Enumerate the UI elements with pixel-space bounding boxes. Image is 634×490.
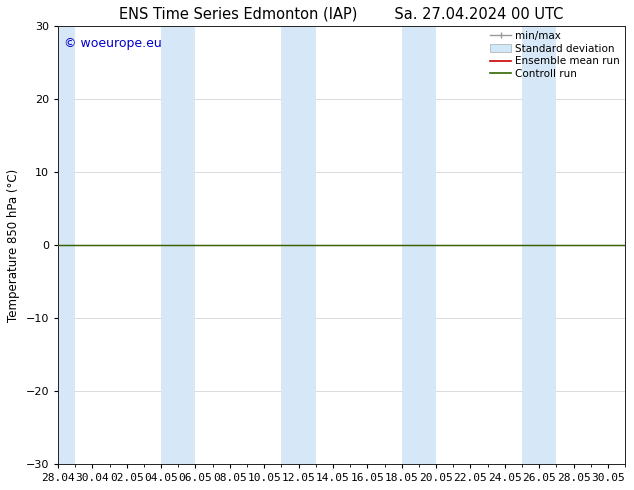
Y-axis label: Temperature 850 hPa (°C): Temperature 850 hPa (°C) [7,169,20,321]
Bar [522,26,557,464]
Text: © woeurope.eu: © woeurope.eu [63,37,162,50]
Title: ENS Time Series Edmonton (IAP)        Sa. 27.04.2024 00 UTC: ENS Time Series Edmonton (IAP) Sa. 27.04… [119,7,564,22]
Bar [402,26,436,464]
Bar [281,26,316,464]
Legend: min/max, Standard deviation, Ensemble mean run, Controll run: min/max, Standard deviation, Ensemble me… [488,29,622,81]
Bar [58,26,75,464]
Bar [161,26,195,464]
